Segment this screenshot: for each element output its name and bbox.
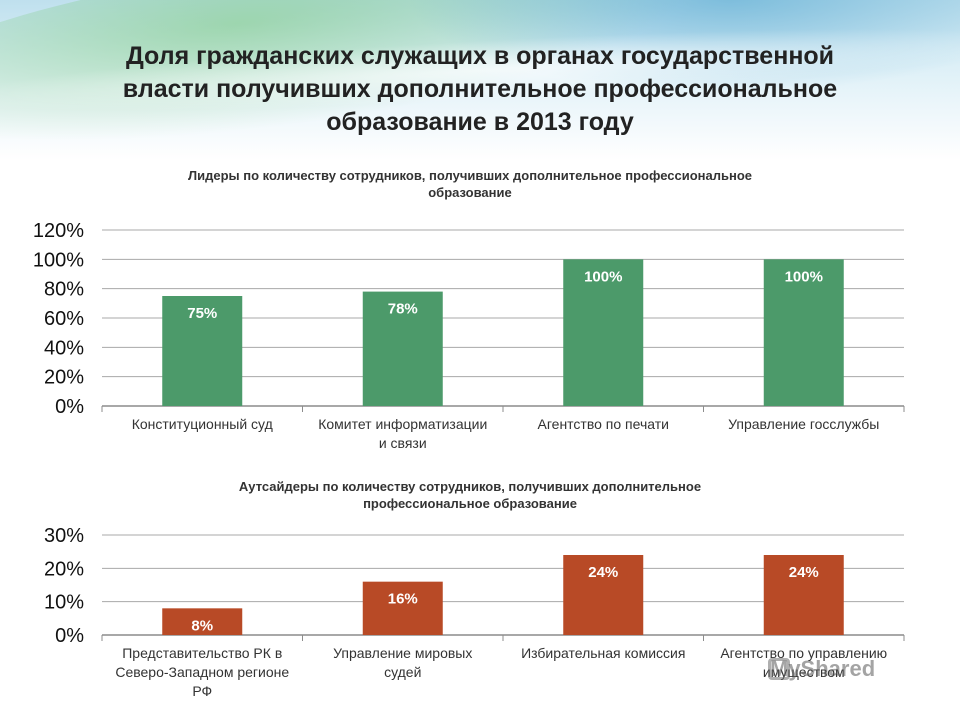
leaders-data-label: 100% bbox=[785, 268, 823, 285]
leaders-category-label: Управление госслужбы bbox=[728, 416, 879, 432]
outsiders-category-label: Представительство РК в Северо-Западном ре… bbox=[115, 645, 289, 699]
leaders-category-label: Комитет информатизации и связи bbox=[318, 416, 487, 451]
outsiders-category-label: Агентство по управлению имуществом bbox=[720, 645, 887, 680]
leaders-bar bbox=[362, 291, 443, 406]
chart-leaders: 0% 20% 40% 60% 80% 100% 120% 75% Конституционный… bbox=[33, 220, 905, 451]
outsiders-data-label: 8% bbox=[191, 617, 213, 634]
watermark: MyShared bbox=[770, 656, 876, 681]
outsiders-bar bbox=[362, 581, 443, 635]
leaders-bar bbox=[763, 259, 844, 406]
leaders-y-tick-label: 100% bbox=[33, 249, 84, 271]
outsiders-bar bbox=[763, 555, 844, 635]
outsiders-data-label: 24% bbox=[789, 564, 819, 581]
leaders-data-label: 78% bbox=[388, 301, 418, 318]
outsiders-category-label: Избирательная комиссия bbox=[521, 645, 685, 661]
outsiders-y-tick-label: 10% bbox=[44, 592, 84, 614]
outsiders-category-label: Управление мировых судей bbox=[333, 645, 472, 680]
leaders-bar bbox=[162, 296, 243, 406]
presentation-icon bbox=[768, 658, 790, 680]
outsiders-bar bbox=[563, 555, 644, 635]
outsiders-y-tick-label: 30% bbox=[44, 525, 84, 547]
leaders-y-tick-label: 80% bbox=[44, 279, 84, 301]
page-title: Доля гражданских служащих в органах госу… bbox=[122, 42, 838, 136]
leaders-category-label: Конституционный суд bbox=[132, 416, 273, 432]
outsiders-y-tick-label: 20% bbox=[44, 558, 84, 580]
leaders-data-label: 75% bbox=[187, 305, 217, 322]
leaders-data-label: 100% bbox=[584, 268, 622, 285]
leaders-y-tick-label: 40% bbox=[44, 337, 84, 359]
outsiders-y-tick-label: 0% bbox=[55, 625, 84, 647]
chart-title-outsiders: Аутсайдеры по количеству сотрудников, по… bbox=[238, 479, 702, 511]
outsiders-data-label: 16% bbox=[388, 591, 418, 608]
outsiders-bar bbox=[162, 608, 243, 635]
leaders-y-tick-label: 120% bbox=[33, 220, 84, 242]
header-banner bbox=[0, 0, 960, 160]
leaders-category-label: Агентство по печати bbox=[538, 416, 669, 432]
leaders-bar bbox=[563, 259, 644, 406]
leaders-y-tick-label: 20% bbox=[44, 367, 84, 389]
leaders-y-tick-label: 60% bbox=[44, 308, 84, 330]
chart-title-leaders: Лидеры по количеству сотрудников, получи… bbox=[187, 168, 753, 200]
leaders-y-tick-label: 0% bbox=[55, 396, 84, 418]
outsiders-data-label: 24% bbox=[588, 564, 618, 581]
